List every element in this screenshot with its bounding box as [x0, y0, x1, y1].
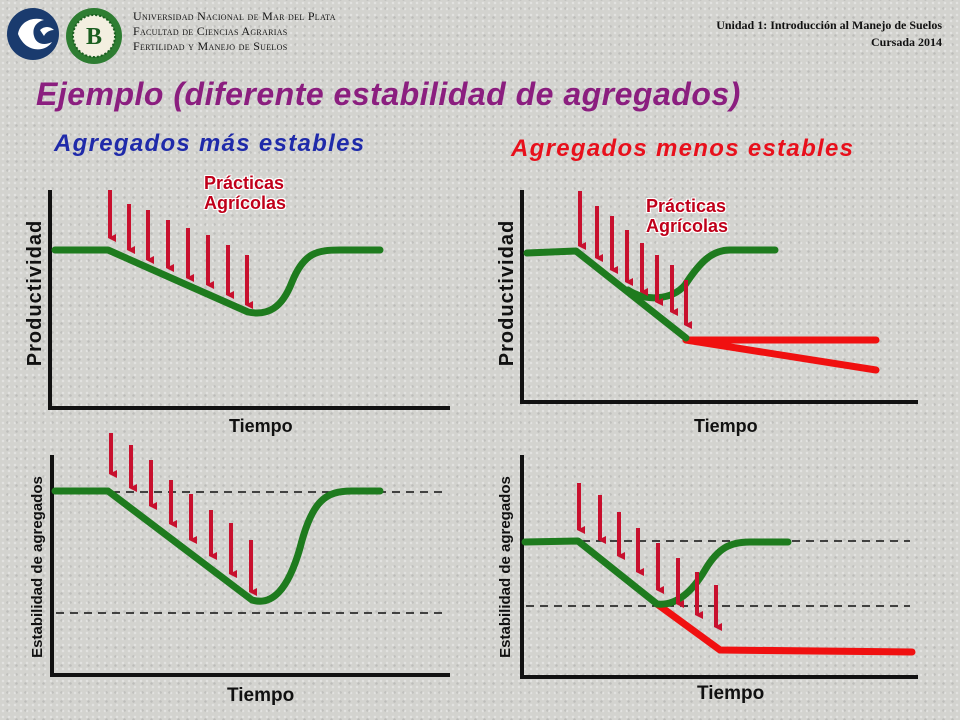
unit-title: Unidad 1: Introducción al Manejo de Suel…: [716, 18, 942, 32]
axis-top-left: [48, 190, 450, 410]
x-axis-label-top-left: Tiempo: [229, 416, 293, 436]
productivity-declining-loss: [682, 336, 880, 374]
y-axis-label-productivity-left: Productividad: [24, 219, 46, 367]
faculty-seal: B: [64, 6, 124, 66]
arrows-bottom-left: [109, 433, 257, 596]
practices-label-line1: Prácticas: [204, 173, 285, 193]
practice-arrows: [108, 190, 722, 631]
practices-label-left: Prácticas Agrícolas: [204, 173, 286, 213]
y-axis-label-productivity-right: Productividad: [496, 219, 518, 367]
arrows-top-right: [578, 191, 692, 329]
wave-logo-icon: [7, 8, 59, 60]
recovery-curves: [51, 246, 792, 608]
slide-title: Ejemplo (diferente estabilidad de agrega…: [36, 76, 741, 112]
axes: [48, 190, 918, 679]
course-year: Cursada 2014: [870, 35, 942, 49]
university-line-2: Facultad de Ciencias Agrarias: [133, 24, 288, 38]
faculty-seal-icon: B: [66, 8, 122, 64]
x-axis-label-bottom-right: Tiempo: [697, 683, 765, 704]
practices-label-line2: Agrícolas: [204, 193, 287, 213]
productivity-decline-unstable: [523, 247, 690, 342]
arrows-top-left: [108, 190, 253, 309]
stability-curve-unstable: [521, 537, 792, 608]
practices-label-line1: Prácticas: [646, 196, 727, 216]
arrows-bottom-right: [577, 483, 722, 631]
y-axis-label-stability-right: Estabilidad de agregados: [497, 476, 514, 658]
practices-label-right: Prácticas Agrícolas: [646, 196, 728, 236]
axis-bottom-right: [520, 455, 918, 679]
axis-top-right: [520, 190, 918, 404]
x-axis-label-bottom-left: Tiempo: [227, 685, 295, 706]
unit-info: Unidad 1: Introducción al Manejo de Suel…: [716, 17, 942, 51]
stability-loss: [653, 600, 916, 656]
stability-curve-stable: [51, 487, 384, 605]
university-name: Universidad Nacional de Mar del Plata Fa…: [133, 9, 336, 54]
productivity-curve-stable: [51, 246, 384, 317]
x-axis-label-top-right: Tiempo: [694, 416, 758, 436]
productivity-recovery-unstable: [624, 246, 779, 302]
right-heading: Agregados menos estables: [511, 135, 855, 162]
degradation-lines: [653, 336, 916, 656]
left-heading: Agregados más estables: [54, 130, 366, 157]
practices-label-line2: Agrícolas: [646, 216, 729, 236]
axis-bottom-left: [50, 455, 450, 677]
y-axis-label-stability-left: Estabilidad de agregados: [29, 476, 46, 658]
university-logo: [4, 4, 62, 64]
university-line-1: Universidad Nacional de Mar del Plata: [133, 9, 336, 23]
university-line-3: Fertilidad y Manejo de Suelos: [133, 39, 288, 53]
seal-letter: B: [86, 24, 102, 50]
